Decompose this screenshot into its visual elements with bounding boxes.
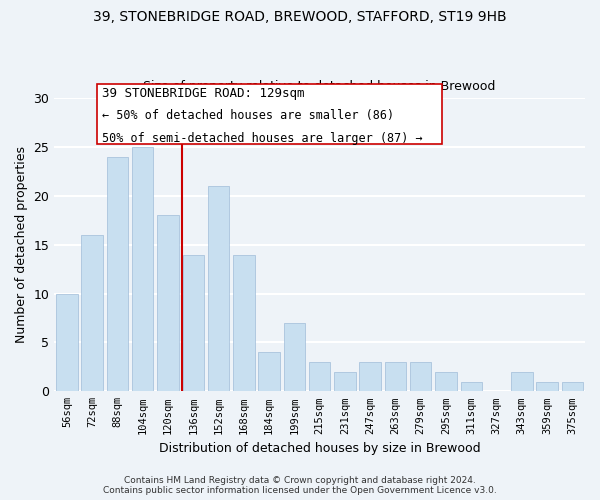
Bar bbox=[182, 254, 204, 392]
Bar bbox=[461, 382, 482, 392]
Bar bbox=[334, 372, 356, 392]
Text: 50% of semi-detached houses are larger (87) →: 50% of semi-detached houses are larger (… bbox=[102, 132, 422, 145]
Text: Contains HM Land Registry data © Crown copyright and database right 2024.
Contai: Contains HM Land Registry data © Crown c… bbox=[103, 476, 497, 495]
Text: 39, STONEBRIDGE ROAD, BREWOOD, STAFFORD, ST19 9HB: 39, STONEBRIDGE ROAD, BREWOOD, STAFFORD,… bbox=[93, 10, 507, 24]
Bar bbox=[233, 254, 254, 392]
Text: 39 STONEBRIDGE ROAD: 129sqm: 39 STONEBRIDGE ROAD: 129sqm bbox=[102, 86, 305, 100]
Bar bbox=[435, 372, 457, 392]
Bar bbox=[208, 186, 229, 392]
Bar bbox=[56, 294, 77, 392]
Bar bbox=[82, 235, 103, 392]
Bar bbox=[562, 382, 583, 392]
Bar bbox=[410, 362, 431, 392]
Bar bbox=[536, 382, 558, 392]
Y-axis label: Number of detached properties: Number of detached properties bbox=[15, 146, 28, 344]
Bar bbox=[157, 216, 179, 392]
Bar bbox=[132, 147, 154, 392]
Bar bbox=[511, 372, 533, 392]
X-axis label: Distribution of detached houses by size in Brewood: Distribution of detached houses by size … bbox=[159, 442, 481, 455]
Bar bbox=[309, 362, 331, 392]
FancyBboxPatch shape bbox=[97, 84, 442, 144]
Title: Size of property relative to detached houses in Brewood: Size of property relative to detached ho… bbox=[143, 80, 496, 93]
Bar bbox=[359, 362, 381, 392]
Bar bbox=[284, 323, 305, 392]
Bar bbox=[259, 352, 280, 392]
Text: ← 50% of detached houses are smaller (86): ← 50% of detached houses are smaller (86… bbox=[102, 108, 394, 122]
Bar bbox=[385, 362, 406, 392]
Bar bbox=[107, 157, 128, 392]
